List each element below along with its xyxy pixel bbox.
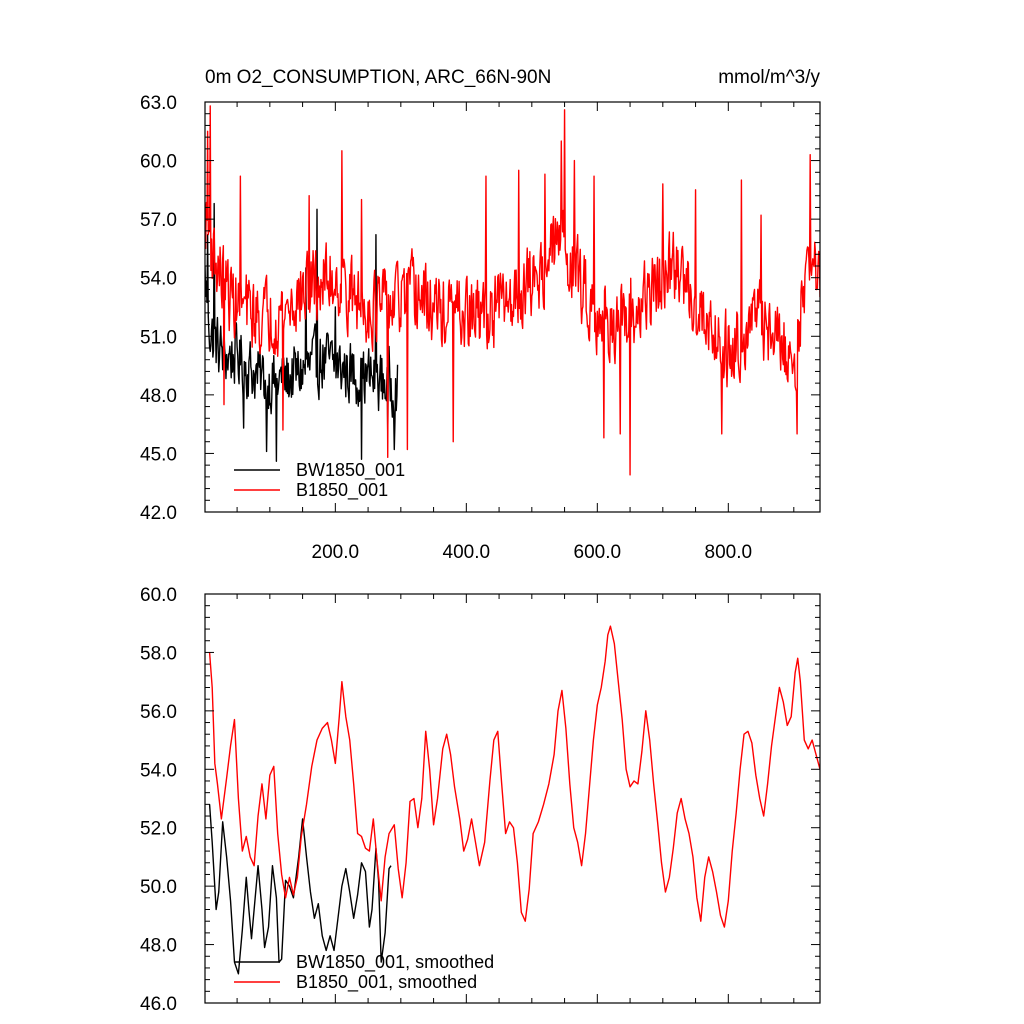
series-line-bw1850-001 xyxy=(205,202,399,462)
x-tick-label: 600.0 xyxy=(574,542,622,563)
y-tick-label: 51.0 xyxy=(140,327,177,348)
y-tick-label: 60.0 xyxy=(140,585,177,606)
plot-frame xyxy=(204,101,821,513)
y-tick-label: 63.0 xyxy=(140,93,177,114)
y-tick-label: 58.0 xyxy=(140,643,177,664)
top-chart-panel: 42.0 45.0 48.0 51.0 54.0 57.0 60.0 63.0 200.0 400… xyxy=(140,67,821,563)
x-axis xyxy=(236,594,795,1003)
y-tick-label: 45.0 xyxy=(140,444,177,465)
series-group xyxy=(205,105,820,476)
y-tick-label: 52.0 xyxy=(140,819,177,840)
series-line-bw1850-001 xyxy=(208,804,392,975)
y-tick-label: 48.0 xyxy=(140,936,177,957)
y-tick-label: 60.0 xyxy=(140,152,177,173)
y-tick-label: 42.0 xyxy=(140,503,177,524)
y-tick-label: 54.0 xyxy=(140,760,177,781)
legend-label: BW1850_001, smoothed xyxy=(296,952,494,973)
y-tick-label: 50.0 xyxy=(140,877,177,898)
plot-frame xyxy=(204,593,821,1004)
series-line-b1850-001 xyxy=(208,625,820,928)
y-tick-label: 46.0 xyxy=(140,994,177,1015)
chart-title: 0m O2_CONSUMPTION, ARC_66N-90N xyxy=(205,67,551,88)
y-tick-label: 56.0 xyxy=(140,702,177,723)
legend-label: B1850_001, smoothed xyxy=(296,972,477,993)
legend-label: BW1850_001 xyxy=(296,460,405,481)
y-tick-label: 54.0 xyxy=(140,269,177,290)
series-group xyxy=(208,625,820,975)
legend-label: B1850_001 xyxy=(296,480,388,501)
series-line-b1850-001 xyxy=(205,105,820,476)
y-axis: 46.0 48.0 50.0 52.0 54.0 56.0 58.0 60.0 xyxy=(140,585,820,1015)
y-axis: 42.0 45.0 48.0 51.0 54.0 57.0 60.0 63.0 xyxy=(140,93,820,524)
x-axis: 200.0 400.0 600.0 800.0 xyxy=(236,102,795,563)
y-tick-label: 48.0 xyxy=(140,386,177,407)
x-tick-label: 200.0 xyxy=(312,542,360,563)
x-tick-label: 800.0 xyxy=(705,542,753,563)
units-label: mmol/m^3/y xyxy=(718,67,820,88)
bottom-chart-panel: 46.0 48.0 50.0 52.0 54.0 56.0 58.0 60.0 BW1850_0… xyxy=(140,585,821,1015)
x-tick-label: 400.0 xyxy=(443,542,491,563)
y-tick-label: 57.0 xyxy=(140,210,177,231)
